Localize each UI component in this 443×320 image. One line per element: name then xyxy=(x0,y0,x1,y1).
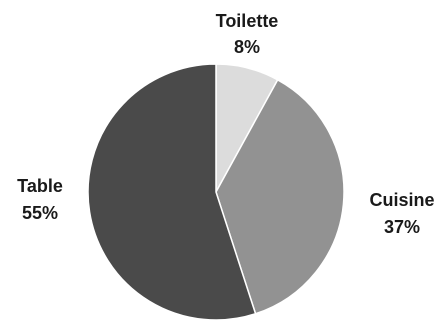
slice-label-table: Table xyxy=(17,176,63,196)
pie-slice-cuisine xyxy=(215,78,345,315)
slice-label-toilette: Toilette xyxy=(216,11,279,31)
slice-value-cuisine: 37% xyxy=(384,217,420,237)
slice-value-toilette: 8% xyxy=(234,37,260,57)
pie-slice-table xyxy=(87,63,257,320)
slice-label-cuisine: Cuisine xyxy=(369,190,434,210)
slice-value-table: 55% xyxy=(22,203,58,223)
pie-slices xyxy=(87,63,345,320)
